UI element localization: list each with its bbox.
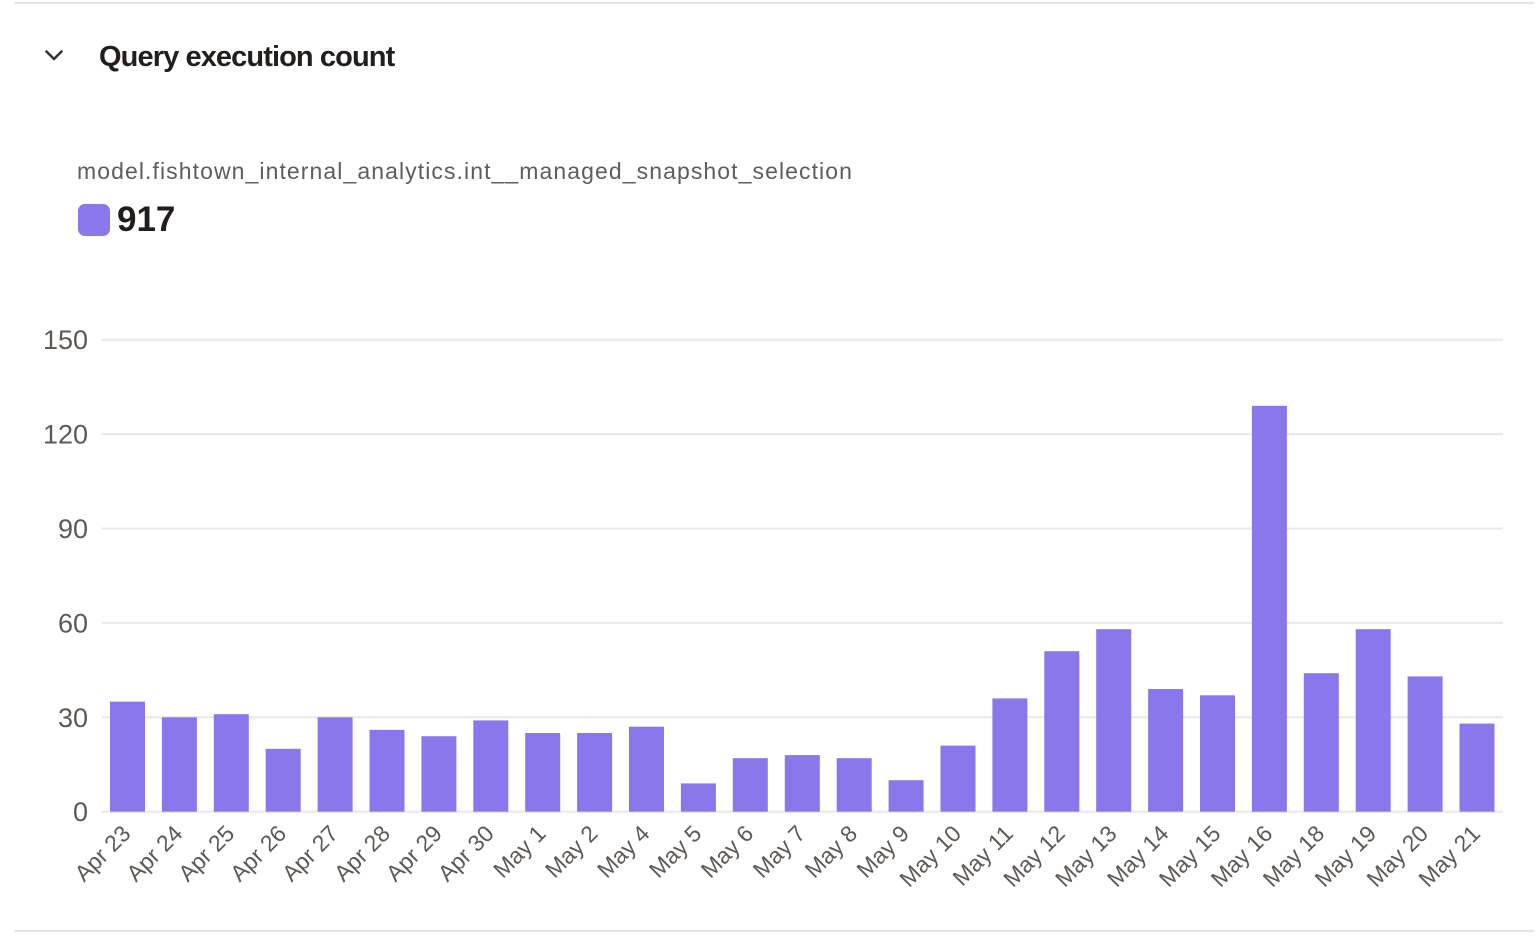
svg-text:May 8: May 8 [800, 820, 863, 883]
svg-text:May 2: May 2 [540, 820, 603, 883]
svg-text:120: 120 [43, 420, 88, 450]
svg-text:Apr 24: Apr 24 [121, 820, 187, 886]
svg-text:60: 60 [58, 608, 88, 638]
svg-text:30: 30 [58, 703, 88, 733]
svg-text:Apr 29: Apr 29 [381, 820, 447, 886]
svg-text:Apr 23: Apr 23 [69, 820, 135, 886]
svg-text:May 1: May 1 [488, 820, 551, 883]
svg-text:May 5: May 5 [644, 820, 707, 883]
svg-text:Apr 25: Apr 25 [173, 820, 239, 886]
svg-text:May 6: May 6 [696, 820, 759, 883]
svg-text:May 7: May 7 [748, 820, 811, 883]
svg-text:Apr 27: Apr 27 [277, 820, 343, 886]
svg-text:0: 0 [73, 797, 88, 827]
svg-text:Apr 26: Apr 26 [225, 820, 291, 886]
svg-text:90: 90 [58, 514, 88, 544]
svg-text:Apr 28: Apr 28 [329, 820, 395, 886]
svg-text:Apr 30: Apr 30 [433, 820, 499, 886]
svg-text:150: 150 [43, 325, 88, 355]
svg-text:May 4: May 4 [592, 820, 655, 883]
